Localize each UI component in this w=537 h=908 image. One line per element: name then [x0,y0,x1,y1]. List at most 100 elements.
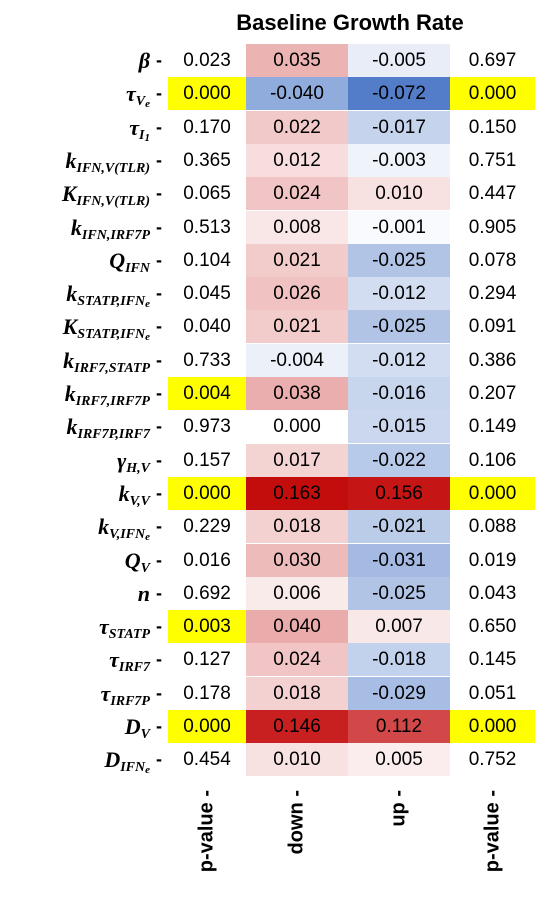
heatmap-cell: 0.692 [168,577,246,610]
heatmap-cell: -0.001 [348,211,450,244]
heatmap-cell: 0.905 [450,211,535,244]
row-tick: - [156,277,162,310]
heatmap-cell: 0.021 [246,244,348,277]
heatmap-cell: 0.018 [246,510,348,543]
heatmap-cell: 0.513 [168,211,246,244]
heatmap-cell: 0.051 [450,677,535,710]
heatmap-cell: 0.365 [168,144,246,177]
heatmap-cell: 0.022 [246,111,348,144]
heatmap-cell: -0.022 [348,444,450,477]
row-tick: - [156,610,162,643]
column-label: up - [379,790,419,900]
row-label: KSTATP,IFNe [63,310,150,343]
row-tick: - [156,144,162,177]
heatmap-cell: 0.012 [246,144,348,177]
heatmap-cell: 0.040 [168,310,246,343]
heatmap-cell: -0.025 [348,310,450,343]
heatmap-cell: 0.030 [246,544,348,577]
row-tick: - [156,310,162,343]
heatmap-cell: 0.019 [450,544,535,577]
heatmap-cell: -0.021 [348,510,450,543]
column-label: p-value - [187,790,227,900]
column-label-text: p-value - [196,790,219,872]
heatmap-cell: 0.043 [450,577,535,610]
column-label-text: up - [388,790,411,827]
row-tick: - [156,44,162,77]
heatmap-cell: 0.149 [450,410,535,443]
column-label: down - [277,790,317,900]
heatmap-cell: 0.150 [450,111,535,144]
heatmap-cell: 0.008 [246,211,348,244]
heatmap-cell: -0.072 [348,77,450,110]
heatmap-cell: 0.170 [168,111,246,144]
heatmap-cell: 0.229 [168,510,246,543]
heatmap-cell: 0.000 [246,410,348,443]
row-label: DV [125,710,150,743]
heatmap-cell: -0.016 [348,377,450,410]
heatmap-cell: 0.078 [450,244,535,277]
heatmap-cell: 0.697 [450,44,535,77]
heatmap-cell: -0.029 [348,677,450,710]
heatmap-cell: 0.104 [168,244,246,277]
heatmap-cell: 0.023 [168,44,246,77]
heatmap-cell: -0.015 [348,410,450,443]
heatmap-cell: 0.038 [246,377,348,410]
heatmap-cell: 0.035 [246,44,348,77]
heatmap-cell: 0.106 [450,444,535,477]
heatmap-cell: 0.010 [348,177,450,210]
heatmap-cell: -0.005 [348,44,450,77]
heatmap-cell: 0.163 [246,477,348,510]
heatmap-cell: 0.447 [450,177,535,210]
heatmap-cell: -0.025 [348,577,450,610]
heatmap-cell: 0.157 [168,444,246,477]
heatmap-cell: 0.040 [246,610,348,643]
row-label: kV,IFNe [98,510,150,543]
heatmap-cell: -0.003 [348,144,450,177]
row-label: β [139,44,150,77]
row-tick: - [156,677,162,710]
heatmap-cell: 0.088 [450,510,535,543]
heatmap-cell: 0.045 [168,277,246,310]
row-tick: - [156,710,162,743]
row-label: τI1 [129,111,150,144]
heatmap-cell: 0.145 [450,643,535,676]
heatmap-cell: 0.000 [168,710,246,743]
row-tick: - [156,643,162,676]
column-label-text: p-value - [481,790,504,872]
row-tick: - [156,743,162,776]
heatmap-cell: 0.065 [168,177,246,210]
heatmap-cell: 0.156 [348,477,450,510]
heatmap-cell: 0.005 [348,743,450,776]
chart-title: Baseline Growth Rate [165,7,535,39]
heatmap-cell: 0.386 [450,344,535,377]
heatmap-cell: 0.018 [246,677,348,710]
heatmap-cell: 0.000 [450,77,535,110]
row-label: KIFN,V(TLR) [62,177,150,210]
heatmap-cell: 0.294 [450,277,535,310]
row-label: kIRF7P,IRF7 [67,410,151,443]
heatmap-cell: 0.000 [450,710,535,743]
row-tick: - [156,77,162,110]
heatmap-cell: 0.000 [168,477,246,510]
heatmap-cell: 0.127 [168,643,246,676]
heatmap-cell: -0.004 [246,344,348,377]
heatmap-cell: 0.026 [246,277,348,310]
heatmap-cell: -0.012 [348,277,450,310]
row-label: kV,V [119,477,150,510]
row-tick: - [156,510,162,543]
row-label: γH,V [117,444,150,477]
row-tick: - [156,377,162,410]
heatmap-cell: 0.178 [168,677,246,710]
row-label: τIRF7P [101,677,150,710]
row-label: τIRF7 [109,643,150,676]
heatmap-cell: -0.031 [348,544,450,577]
column-label: p-value - [473,790,513,900]
heatmap-cell: 0.091 [450,310,535,343]
heatmap-cell: 0.004 [168,377,246,410]
heatmap-cell: 0.650 [450,610,535,643]
heatmap-cell: 0.733 [168,344,246,377]
row-label: n [138,577,150,610]
row-label: kIFN,IRF7P [71,211,150,244]
row-label: τVe [126,77,150,110]
heatmap-cell: 0.207 [450,377,535,410]
